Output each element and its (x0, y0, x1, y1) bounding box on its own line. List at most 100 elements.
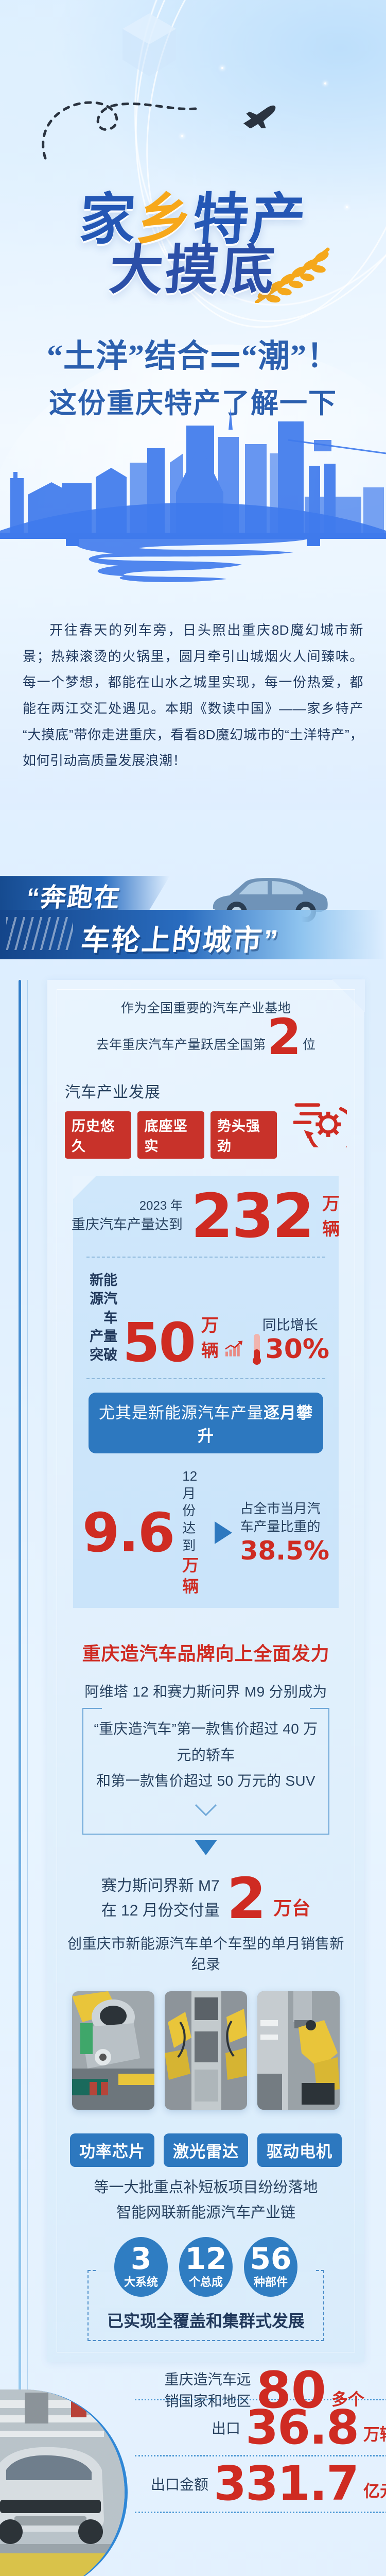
dev-label: 汽车产业发展 (65, 1083, 161, 1101)
section-title-line1: “奔跑在 (25, 883, 122, 912)
brand-line1: 阿维塔 12 和赛力斯问界 M9 分别成为 (84, 1683, 327, 1700)
export-amount-label: 出口金额 (150, 2477, 208, 2493)
divider (86, 1378, 325, 1379)
national-rank-value: 2 (267, 1008, 302, 1066)
circle-assemblies: 12 个总成 (179, 2237, 233, 2297)
factory-assembly-photo (72, 1991, 154, 2110)
brand-line2: “重庆造汽车”第一款售价超过 40 万元的轿车 (94, 1721, 318, 1763)
divider (135, 2455, 386, 2457)
hero-subtitle: “土洋”结合 “潮”！ 这份重庆特产了解一下 (0, 330, 386, 421)
polygon-decoration (122, 13, 176, 76)
section-band-bottom: 车轮上的城市” (0, 910, 386, 960)
sparkle-icon (181, 135, 183, 137)
share-label-1: 占全市当月汽 (240, 1500, 321, 1516)
airplane-icon (243, 105, 276, 128)
output-value: 232 (190, 1180, 314, 1251)
share-value: 38.5% (240, 1535, 329, 1566)
m7-note: 创重庆市新能源汽车单个车型的单月销售新纪录 (67, 1935, 344, 1972)
sparkle-icon (221, 67, 223, 69)
export-amount-row: 出口金额 331.7 亿元 (135, 2456, 386, 2512)
nev-unit: 万辆 (201, 1315, 219, 1361)
december-value: 9.6 (82, 1501, 175, 1564)
supply-circles: 3 大系统 12 个总成 56 种部件 (65, 2237, 347, 2297)
wheat-ear-icon (255, 247, 330, 303)
export-stats: 出口 36.8 万辆 出口金额 331.7 亿元 (135, 2394, 386, 2518)
divider (135, 2399, 386, 2401)
m7-value: 2 (226, 1865, 267, 1931)
december-output-row: 9.6 12 月份 达到 万辆 占全市当月汽 车产量比重的 38.5% (82, 1468, 329, 1598)
brand-bracket: “重庆造汽车”第一款售价超过 40 万元的轿车 和第一款售价超过 50 万元的 … (82, 1708, 329, 1835)
tag-power-chip: 功率芯片 (70, 2133, 154, 2167)
equals-icon (212, 351, 239, 367)
supply-note-1: 等一大批重点补短板项目纷纷落地 (94, 2179, 318, 2196)
output-unit: 万辆 (322, 1194, 341, 1239)
countries-label-1: 重庆造汽车远 (164, 2371, 251, 2388)
growth-label: 同比增长 (262, 1317, 318, 1333)
m7-label-1: 赛力斯问界新 M7 (101, 1877, 220, 1894)
gear-speed-icon (293, 1103, 347, 1147)
year-label: 2023 年 (139, 1198, 183, 1213)
factory-photo-row (65, 1991, 347, 2110)
countries-row: 重庆造汽车远 销国家和地区 80 多个 (47, 2361, 364, 2420)
robot-welding-photo (165, 1991, 247, 2110)
output-2023-row: 2023 年 重庆汽车产量达到 232 万辆 (72, 1180, 340, 1251)
countries-value: 80 (256, 2361, 326, 2420)
chongqing-skyline-icon (0, 408, 386, 546)
arrow-right-icon (214, 1521, 232, 1544)
auto-industry-card: 作为全国重要的汽车产业基地 去年重庆汽车产量跃居全国第2位 汽车产业发展 历史悠… (47, 979, 365, 2362)
countries-unit: 多个 (331, 2390, 364, 2409)
tech-tags: 功率芯片 激光雷达 驱动电机 (65, 2133, 347, 2167)
monthly-climb-pill: 尤其是新能源汽车产量逐月攀升 (89, 1392, 323, 1453)
countries-row-wrap: 重庆造汽车远 销国家和地区 80 多个 (47, 2361, 364, 2431)
tag-history: 历史悠久 (65, 1111, 132, 1159)
sparkle-icon (346, 206, 348, 208)
auto-intro-line1: 作为全国重要的汽车产业基地 (120, 1001, 291, 1016)
circle-components: 56 种部件 (244, 2237, 297, 2297)
divider (86, 1256, 325, 1258)
circle-systems: 3 大系统 (114, 2237, 168, 2297)
section-header-wheels-city: “奔跑在 车轮上的城市” (0, 810, 386, 980)
december-label-1: 12 月份 (182, 1468, 198, 1519)
subtitle-line1: “土洋”结合 “潮”！ (46, 339, 340, 374)
flight-path-icon (42, 101, 197, 160)
arrow-down-icon (195, 1804, 217, 1816)
main-panel: 作为全国重要的汽车产业基地 去年重庆汽车产量跃居全国第2位 汽车产业发展 历史悠… (0, 979, 386, 2576)
industry-tags: 历史悠久 底座坚实 势头强劲 (65, 1111, 277, 1159)
export-volume-label: 出口 (211, 2420, 240, 2437)
river-icon (75, 535, 309, 583)
supply-footer-text: 已实现全覆盖和集群式发展 (99, 2308, 312, 2332)
subtitle-line2: 这份重庆特产了解一下 (49, 388, 337, 419)
section-band-top: “奔跑在 (0, 876, 170, 910)
sparkle-icon (324, 82, 326, 84)
intro-paragraph: 开往春天的列车旁，日头照出重庆8D魔幻城市新景；热辣滚烫的火锅里，圆月牵引山城烟… (0, 608, 386, 810)
hero-section: 家乡特产 (0, 0, 386, 608)
arrow-down-filled-icon (195, 1839, 217, 1855)
auto-intro-line2: 去年重庆汽车产量跃居全国第2位 (96, 1008, 316, 1066)
thermometer-icon (252, 1333, 261, 1365)
export-volume-unit: 万辆 (363, 2425, 386, 2444)
title-line2: 大摸底 (107, 241, 279, 301)
nev-label-1: 新能源汽车 (90, 1272, 118, 1326)
export-section: 出口 36.8 万辆 出口金额 331.7 亿元 (0, 2389, 386, 2576)
auto-intro-text: 作为全国重要的汽车产业基地 去年重庆汽车产量跃居全国第2位 (65, 997, 347, 1066)
tag-momentum: 势头强劲 (210, 1111, 277, 1159)
section-title-line2: 车轮上的城市” (79, 924, 281, 957)
growth-block: 同比增长 30% (251, 1314, 329, 1365)
trend-up-icon (225, 1341, 243, 1357)
hero-title: 家乡特产 (0, 188, 386, 303)
timeline-rail-thin (27, 980, 28, 2576)
share-label-2: 车产量比重的 (240, 1518, 321, 1534)
nev-value: 50 (122, 1311, 196, 1374)
export-amount-value: 331.7 (213, 2456, 359, 2512)
export-volume-row: 出口 36.8 万辆 (135, 2400, 386, 2455)
growth-value: 30% (265, 1333, 329, 1365)
nev-output-row: 新能源汽车 产量突破 50 万辆 同比增长 (82, 1271, 329, 1374)
timeline-rail (19, 980, 21, 2576)
tag-foundation: 底座坚实 (137, 1111, 204, 1159)
export-volume-value: 36.8 (245, 2400, 359, 2455)
brand-title: 重庆造汽车品牌向上全面发力 (82, 1642, 330, 1664)
supply-note-2: 智能网联新能源汽车产业链 (116, 2204, 295, 2221)
tag-lidar: 激光雷达 (164, 2133, 248, 2167)
nev-label-2: 产量突破 (90, 1328, 118, 1363)
